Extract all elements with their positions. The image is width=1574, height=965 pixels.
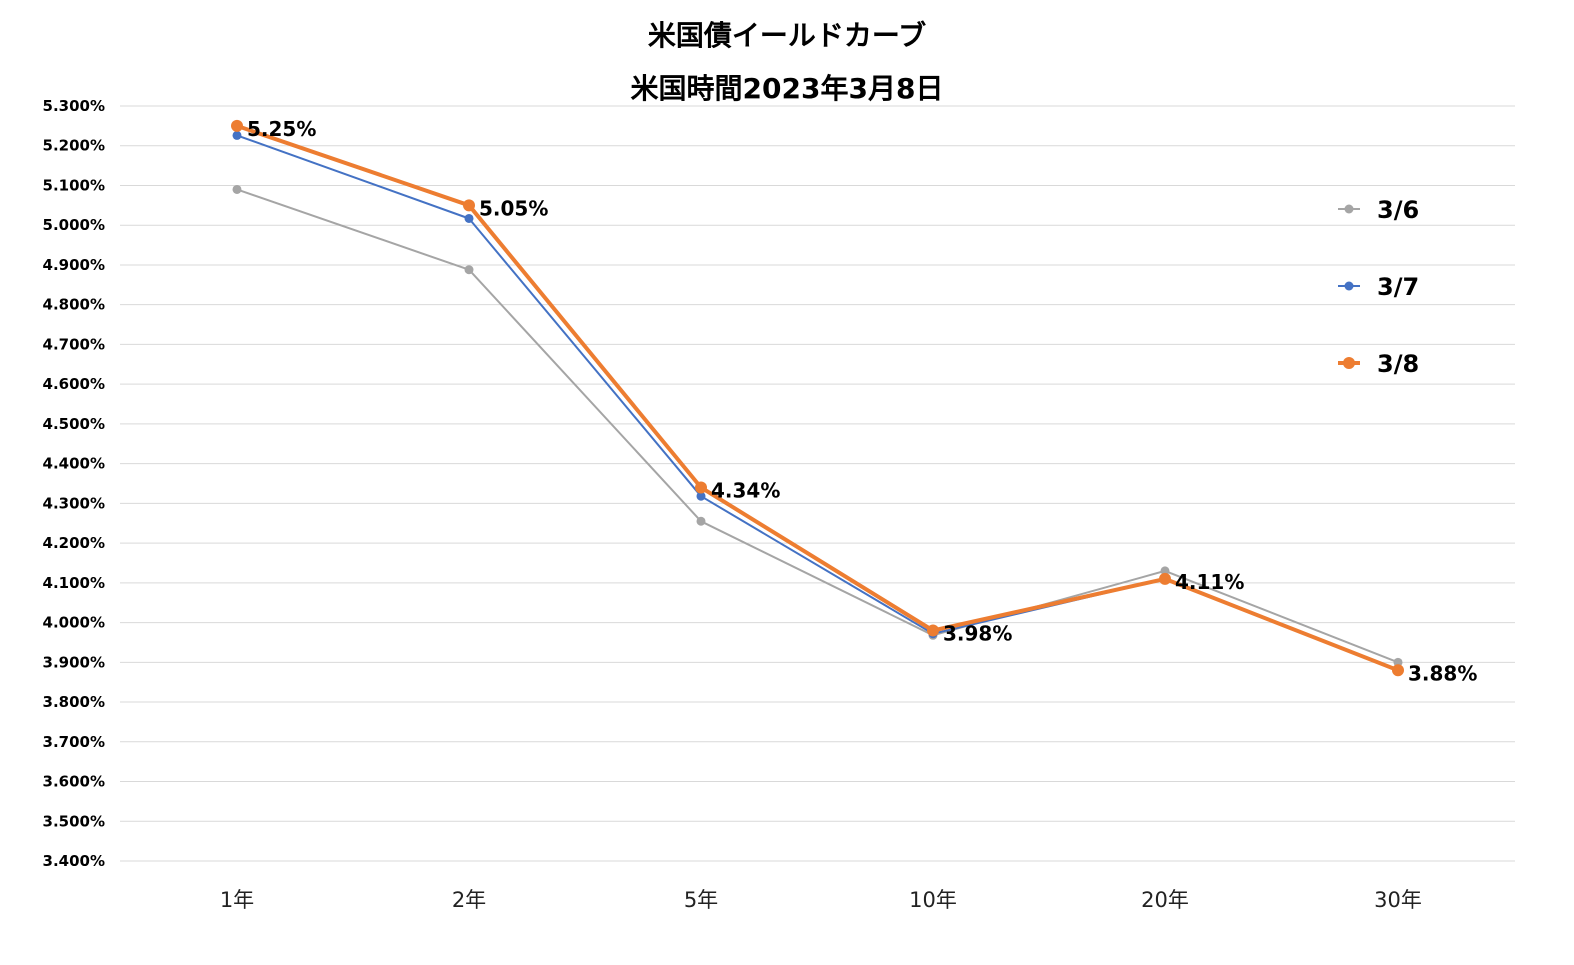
series-3-8 (231, 119, 1404, 677)
data-label: 4.11% (1175, 570, 1244, 594)
legend-item-3-6: 3/6 (1338, 196, 1419, 224)
y-tick-label: 4.500% (43, 415, 105, 433)
data-point (695, 481, 707, 494)
data-label: 5.25% (247, 117, 316, 141)
chart-title: 米国債イールドカーブ (648, 19, 926, 52)
data-point (927, 624, 939, 637)
y-tick-label: 4.100% (43, 574, 105, 592)
y-tick-label: 3.400% (43, 852, 105, 870)
y-axis-ticks: 5.300% 5.200% 5.100% 5.000% 4.900% 4.800% 4.70… (43, 97, 105, 870)
y-tick-label: 4.300% (43, 494, 105, 512)
y-tick-label: 3.700% (43, 733, 105, 751)
data-point (1392, 664, 1404, 677)
y-tick-label: 4.400% (43, 455, 105, 473)
y-tick-label: 3.500% (43, 812, 105, 830)
y-tick-label: 4.000% (43, 614, 105, 632)
y-tick-label: 4.800% (43, 296, 105, 314)
y-tick-label: 5.100% (43, 176, 105, 194)
y-tick-label: 4.200% (43, 534, 105, 552)
gridlines (120, 105, 1515, 862)
legend-label: 3/6 (1377, 196, 1419, 224)
series-line (236, 188, 1399, 664)
y-tick-label: 5.300% (43, 97, 105, 115)
series-lines (231, 119, 1404, 677)
y-tick-label: 3.600% (43, 773, 105, 791)
data-point (463, 199, 475, 212)
data-point (696, 516, 706, 526)
chart-subtitle: 米国時間2023年3月8日 (631, 72, 944, 105)
data-point (231, 119, 243, 132)
y-tick-label: 5.200% (43, 137, 105, 155)
data-labels: 5.25% 5.05% 4.34% 3.98% 4.11% 3.88% (247, 117, 1477, 685)
legend: 3/6 3/7 3/8 (1338, 196, 1419, 378)
data-point (696, 491, 706, 501)
data-label: 5.05% (479, 196, 548, 220)
data-label: 4.34% (711, 478, 780, 502)
x-tick-label: 1年 (220, 888, 254, 912)
x-axis-ticks: 1年 2年 5年 10年 20年 30年 (220, 888, 1422, 912)
legend-label: 3/7 (1377, 273, 1419, 301)
y-tick-label: 3.900% (43, 653, 105, 671)
y-tick-label: 4.700% (43, 335, 105, 353)
x-tick-label: 2年 (452, 888, 486, 912)
x-tick-label: 5年 (684, 888, 718, 912)
series-line (236, 124, 1399, 673)
data-point (1393, 657, 1403, 667)
x-tick-label: 30年 (1374, 888, 1422, 912)
x-tick-label: 10年 (909, 888, 957, 912)
data-label: 3.98% (943, 622, 1012, 646)
y-tick-label: 4.900% (43, 256, 105, 274)
x-tick-label: 20年 (1141, 888, 1189, 912)
data-point (232, 130, 242, 140)
legend-item-3-8: 3/8 (1338, 350, 1419, 378)
y-tick-label: 5.000% (43, 216, 105, 234)
data-point (464, 213, 474, 223)
legend-marker (1344, 281, 1354, 291)
legend-marker (1343, 357, 1355, 369)
data-point (232, 184, 242, 194)
data-label: 3.88% (1408, 661, 1477, 685)
series-3-6 (232, 184, 1403, 667)
legend-label: 3/8 (1377, 350, 1419, 378)
y-tick-label: 4.600% (43, 375, 105, 393)
legend-item-3-7: 3/7 (1338, 273, 1419, 301)
y-tick-label: 3.800% (43, 693, 105, 711)
legend-marker (1344, 204, 1354, 214)
data-point (1160, 566, 1170, 576)
data-point (1159, 572, 1171, 585)
data-point (464, 265, 474, 275)
